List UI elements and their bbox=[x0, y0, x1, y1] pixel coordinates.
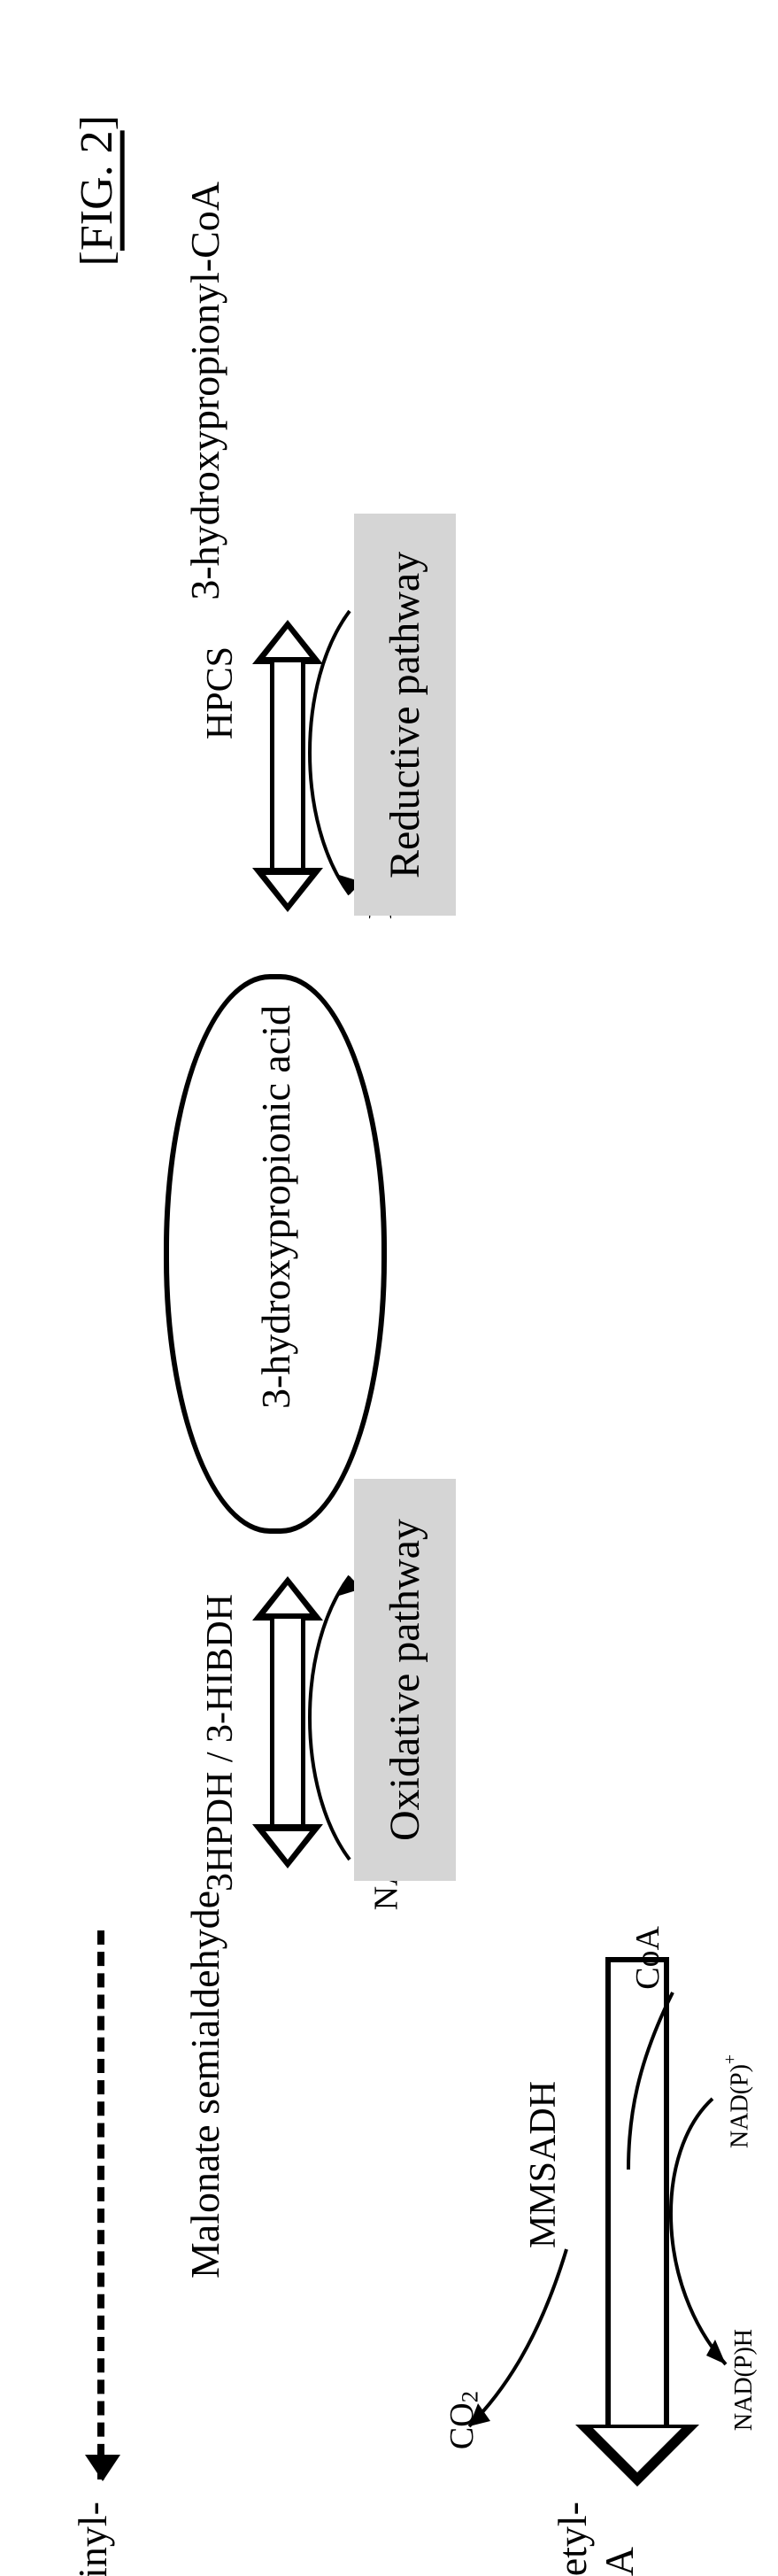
reductive-pathway-box: Reductive pathway bbox=[354, 514, 456, 916]
dashed-arrow-icon bbox=[97, 1930, 104, 2479]
label-acetyl-coa: Acetyl-CoA bbox=[549, 2502, 643, 2576]
label-3hp-acid: 3-hydroxypropionic acid bbox=[252, 1005, 299, 1409]
enzyme-3hpdh: 3HPDH / 3-HIBDH bbox=[199, 1594, 242, 1891]
cof-nadph: NAD(P)H bbox=[730, 2329, 759, 2431]
label-malonate: Malonate semialdehyde bbox=[181, 1891, 228, 2278]
enzyme-mmsadh: MMSADH bbox=[522, 2081, 565, 2248]
cof-co2: CO2 bbox=[443, 2391, 484, 2449]
fig-bracket-open: [ bbox=[72, 251, 122, 266]
cof-coa-2: CoA bbox=[628, 1926, 667, 1990]
dashed-arrowhead-icon bbox=[85, 2455, 120, 2481]
enzyme-hpcs: HPCS bbox=[199, 646, 242, 739]
figure-canvas: [FIG. 2] 3-hydroxypropionyl-CoA Succinyl… bbox=[0, 0, 778, 2576]
cof-nadp: NAD(P)+ bbox=[721, 2054, 754, 2148]
oxidative-pathway-box: Oxidative pathway bbox=[354, 1479, 456, 1881]
fig-main: FIG. 2 bbox=[72, 130, 122, 251]
label-3hp-coa: 3-hydroxypropionyl-CoA bbox=[181, 182, 228, 600]
label-succinyl-coa: Succinyl-CoA bbox=[69, 2502, 163, 2576]
fig-bracket-close: ] bbox=[72, 115, 122, 130]
figure-label: [FIG. 2] bbox=[71, 115, 123, 266]
